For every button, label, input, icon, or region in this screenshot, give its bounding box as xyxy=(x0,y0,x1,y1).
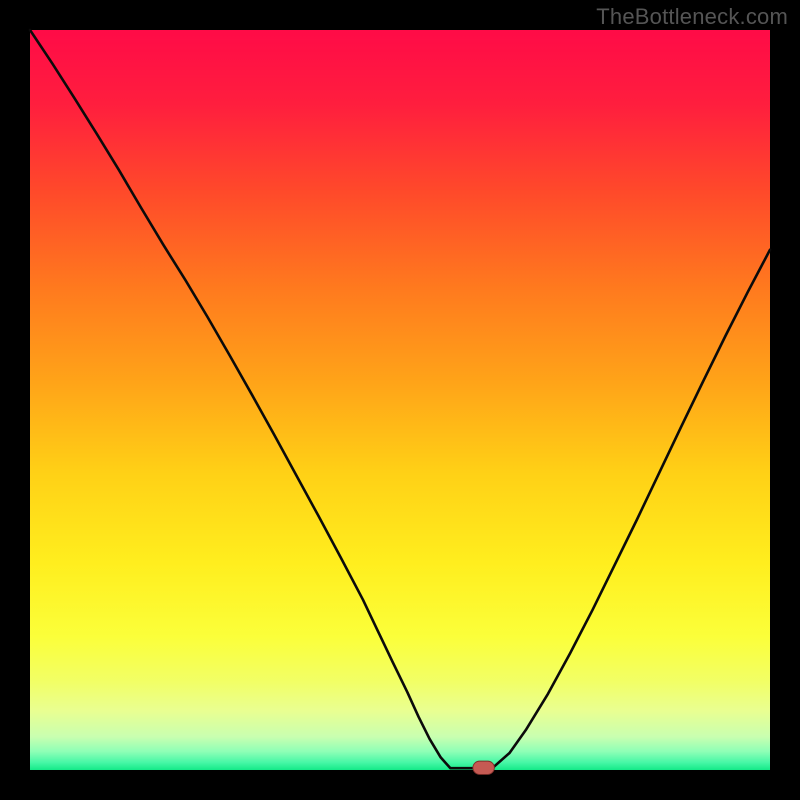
current-config-marker xyxy=(473,761,494,774)
chart-frame: TheBottleneck.com xyxy=(0,0,800,800)
plot-gradient-bg xyxy=(30,30,770,770)
watermark-text: TheBottleneck.com xyxy=(596,4,788,30)
bottleneck-chart xyxy=(0,0,800,800)
